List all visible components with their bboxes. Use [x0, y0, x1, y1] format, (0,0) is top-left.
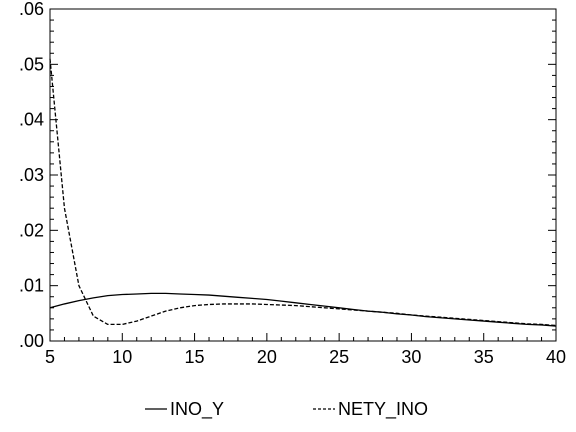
y-tick-label: .06 — [19, 0, 44, 19]
x-tick-label: 15 — [185, 347, 205, 367]
y-tick-label: .04 — [19, 110, 44, 130]
x-tick-label: 25 — [329, 347, 349, 367]
x-tick-label: 40 — [546, 347, 566, 367]
legend-label-nety-ino: NETY_INO — [338, 399, 428, 420]
x-axis: 5 10 15 20 25 30 35 40 — [45, 333, 566, 367]
plot-frame — [49, 8, 557, 342]
y-tick-label: .03 — [19, 165, 44, 185]
y-tick-label: .01 — [19, 276, 44, 296]
y-tick-label: .00 — [19, 331, 44, 351]
x-tick-label: 10 — [112, 347, 132, 367]
series-line-nety-ino — [49, 58, 557, 327]
series-layer — [49, 58, 557, 327]
legend-label-ino-y: INO_Y — [170, 399, 224, 420]
legend: INO_Y NETY_INO — [145, 399, 428, 420]
x-tick-label: 30 — [401, 347, 421, 367]
x-tick-label: 20 — [257, 347, 277, 367]
x-tick-label: 5 — [45, 347, 55, 367]
y-tick-label: .05 — [19, 54, 44, 74]
y-axis: .00 .01 .02 .03 .04 .05 .06 — [19, 0, 556, 351]
y-tick-label: .02 — [19, 220, 44, 240]
series-line-ino-y — [49, 292, 557, 327]
x-tick-label: 35 — [474, 347, 494, 367]
